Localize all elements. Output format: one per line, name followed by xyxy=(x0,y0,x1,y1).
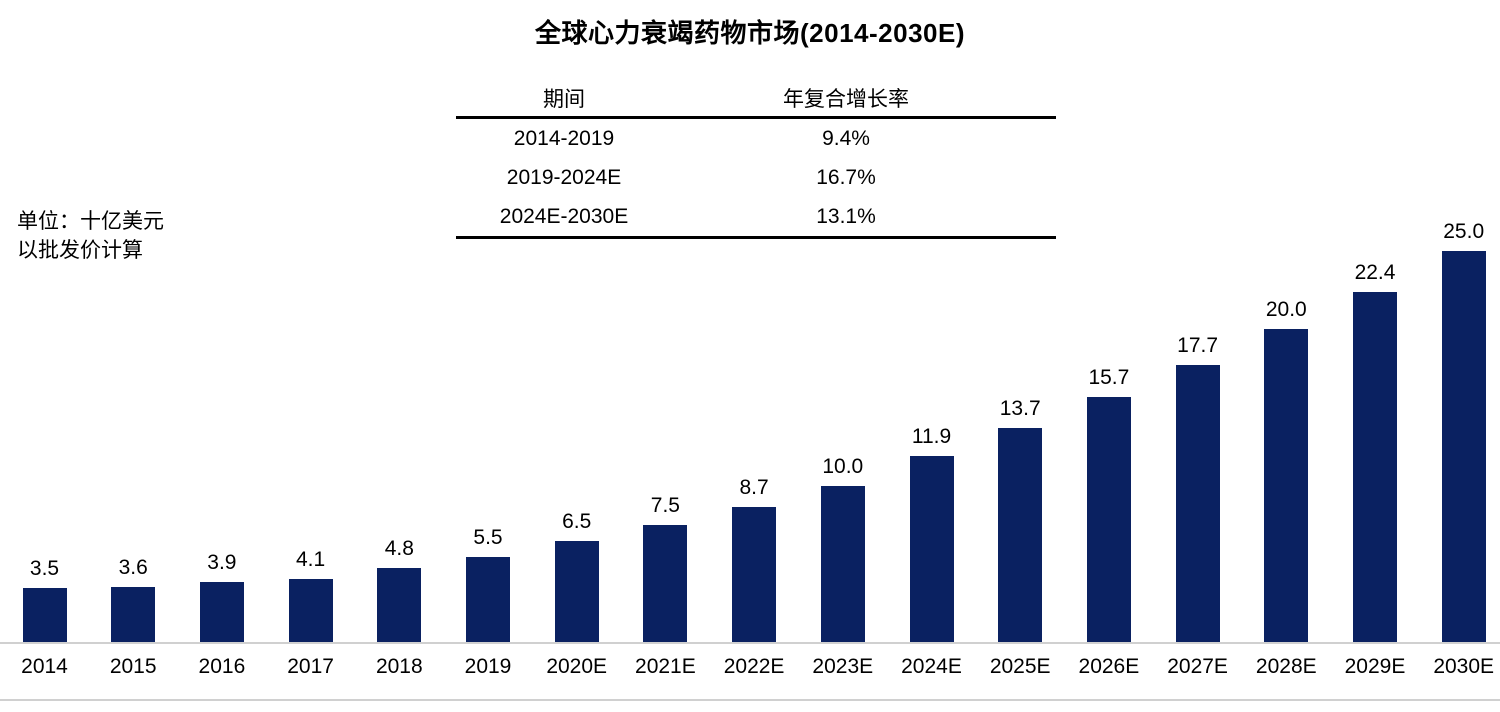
cagr-table: 期间 年复合增长率 2014-2019 9.4% 2019-2024E 16.7… xyxy=(456,79,1056,239)
x-axis-label: 2030E xyxy=(1433,655,1495,678)
x-axis-label: 2014 xyxy=(21,655,68,678)
chart-title: 全球心力衰竭药物市场(2014-2030E) xyxy=(535,18,965,48)
bar-2026E xyxy=(1086,397,1131,643)
unit-note-line2: 以批发价计算 xyxy=(17,239,143,262)
bar-2020E xyxy=(554,541,599,643)
bar-2015 xyxy=(111,587,156,643)
bar-2014 xyxy=(22,588,67,643)
x-axis-label: 2020E xyxy=(546,655,608,678)
bar-2028E xyxy=(1264,329,1309,643)
cagr-table-header-row: 期间 年复合增长率 xyxy=(456,79,1056,119)
x-axis-label: 2025E xyxy=(989,655,1051,678)
bar-value-label: 3.5 xyxy=(29,557,60,580)
bar-value-label: 15.7 xyxy=(1088,366,1130,389)
bar-2021E xyxy=(643,525,688,643)
bar-2027E xyxy=(1175,365,1220,643)
bar-2018 xyxy=(377,568,422,643)
bar-2030E xyxy=(1441,251,1486,643)
bar-value-label: 25.0 xyxy=(1443,220,1485,243)
bar-value-label: 3.6 xyxy=(118,556,148,579)
bar-value-label: 4.1 xyxy=(295,548,326,571)
bar-value-label: 13.7 xyxy=(999,397,1041,420)
bar-2019 xyxy=(466,557,510,643)
bar-value-label: 17.7 xyxy=(1177,334,1219,357)
bar-2017 xyxy=(288,579,333,643)
unit-note-line1: 单位：十亿美元 xyxy=(17,210,164,233)
bar-2023E xyxy=(820,486,865,643)
bar-value-label: 3.9 xyxy=(207,551,237,574)
cagr-row-period: 2014-2019 xyxy=(513,126,615,150)
x-axis-label: 2022E xyxy=(723,655,785,678)
bar-value-label: 10.0 xyxy=(822,455,864,478)
bar-2029E xyxy=(1353,292,1397,643)
bar-2022E xyxy=(732,507,777,643)
bar-value-label: 4.8 xyxy=(384,537,414,560)
x-axis-label: 2023E xyxy=(812,655,874,678)
cagr-row-period: 2019-2024E xyxy=(506,165,622,189)
bar-2025E xyxy=(998,428,1043,643)
bar-2024E xyxy=(909,456,954,643)
cagr-header-period: 期间 xyxy=(543,87,585,111)
cagr-row-value: 16.7% xyxy=(816,165,876,189)
footer-divider-line xyxy=(0,699,1500,701)
table-row: 2019-2024E 16.7% xyxy=(456,158,1056,197)
cagr-header-cagr: 年复合增长率 xyxy=(783,87,909,111)
cagr-row-value: 13.1% xyxy=(816,204,876,228)
bar-value-label: 7.5 xyxy=(650,494,680,517)
bar-value-label: 8.7 xyxy=(739,476,769,499)
bar-value-label: 5.5 xyxy=(473,526,503,549)
bar-2016 xyxy=(199,582,244,643)
unit-note: 单位：十亿美元 以批发价计算 xyxy=(17,207,164,265)
x-axis-label: 2021E xyxy=(635,655,696,678)
x-axis-label: 2029E xyxy=(1344,655,1406,678)
table-row: 2014-2019 9.4% xyxy=(456,119,1056,158)
cagr-table-body: 2014-2019 9.4% 2019-2024E 16.7% 2024E-20… xyxy=(456,119,1056,239)
bar-value-label: 11.9 xyxy=(911,425,952,448)
x-axis-label: 2028E xyxy=(1255,655,1317,678)
cagr-row-period: 2024E-2030E xyxy=(499,204,629,228)
x-axis-label: 2024E xyxy=(901,655,962,678)
x-axis-line xyxy=(0,642,1500,644)
cagr-row-value: 9.4% xyxy=(822,126,870,150)
x-axis-label: 2018 xyxy=(375,655,423,678)
table-row: 2024E-2030E 13.1% xyxy=(456,197,1056,236)
bar-value-label: 6.5 xyxy=(562,510,592,533)
x-axis-label: 2015 xyxy=(109,655,157,678)
x-axis-label: 2016 xyxy=(198,655,246,678)
x-axis-label: 2027E xyxy=(1167,655,1228,678)
bar-value-label: 20.0 xyxy=(1265,298,1307,321)
x-axis-label: 2017 xyxy=(287,655,334,678)
x-axis-label: 2026E xyxy=(1078,655,1140,678)
bar-value-label: 22.4 xyxy=(1354,261,1396,284)
x-axis-label: 2019 xyxy=(464,655,512,678)
